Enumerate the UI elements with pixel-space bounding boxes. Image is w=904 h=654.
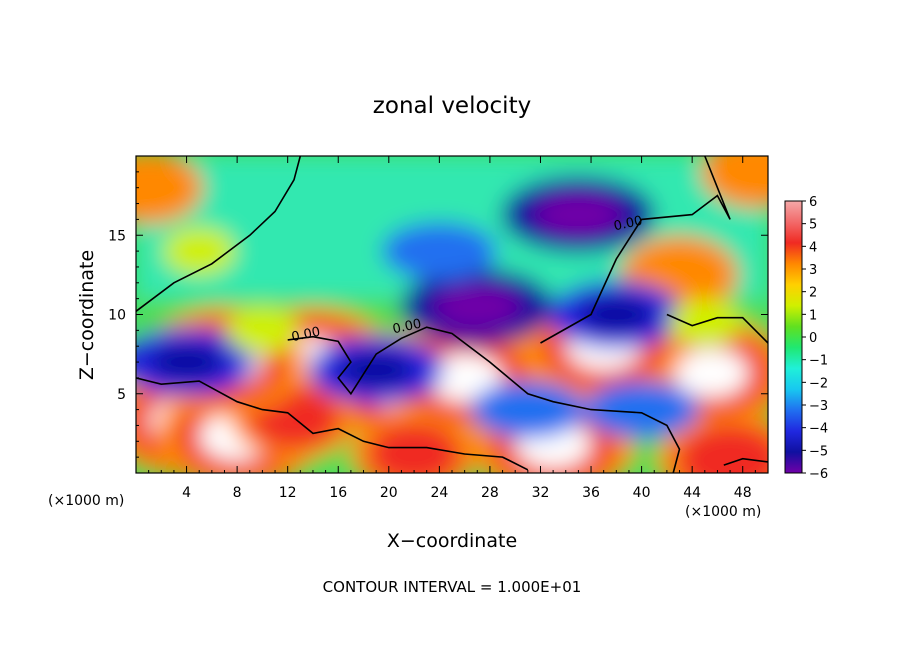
blob-outer (701, 156, 768, 208)
blob-outer (136, 156, 203, 224)
colorbar-tick-label: 2 (809, 286, 817, 301)
x-tick-label: 16 (329, 485, 347, 501)
y-tick-label: 15 (108, 228, 126, 244)
blob-negative-core (578, 295, 655, 334)
colorbar-tick-label: −5 (809, 444, 828, 459)
x-unit-left: (×1000 m) (48, 493, 124, 509)
colorbar-tick-label: 5 (809, 218, 817, 233)
contour-label: 0.00 (391, 317, 422, 338)
y-tick-label: 10 (108, 308, 126, 324)
y-axis: 5 10 15 (108, 171, 768, 458)
x-unit-right: (×1000 m) (685, 504, 761, 520)
x-axis-label: X−coordinate (387, 530, 517, 552)
blob-negative (470, 380, 586, 439)
zero-contour (287, 326, 681, 473)
colorbar-tick-label: −4 (809, 422, 828, 437)
blob-negative (584, 380, 700, 439)
colorbar-tick-label: 3 (809, 263, 817, 278)
x-tick-label: 28 (481, 485, 499, 501)
y-tick-label: 5 (117, 387, 126, 403)
zero-contour (540, 156, 731, 344)
contour-labels: 0.00 0.00 0.00 (290, 214, 644, 346)
x-tick-label: 20 (380, 485, 398, 501)
x-tick-label: 12 (279, 485, 297, 501)
contour-label: 0.00 (613, 214, 644, 235)
x-tick-label: 8 (233, 485, 242, 501)
blob-negative-core (338, 351, 414, 389)
blob-outer (226, 306, 299, 355)
zero-contour (136, 156, 302, 312)
blob-negative (381, 222, 497, 280)
colorbar-tick-label: 0 (809, 331, 817, 346)
blob-negative-core (148, 343, 225, 381)
contour-interval-note: CONTOUR INTERVAL = 1.000E+01 (323, 578, 582, 596)
colorbar-tick-label: −6 (809, 467, 828, 482)
colorbar-tick-label: 4 (809, 240, 817, 255)
blob-negative-core (434, 284, 521, 329)
colorbar-tick-label: −3 (809, 399, 828, 414)
zero-contour (136, 377, 529, 471)
blob-core (426, 353, 503, 403)
blob-negative-core (535, 193, 622, 237)
x-tick-label: 24 (430, 485, 448, 501)
zero-contour (666, 313, 768, 344)
x-tick-label: 44 (683, 485, 701, 501)
x-tick-label: 36 (582, 485, 600, 501)
x-axis: 4 8 12 16 20 24 28 32 36 40 44 48 (148, 156, 756, 501)
x-tick-label: 32 (532, 485, 550, 501)
y-axis-label: Z−coordinate (76, 250, 98, 380)
blob-mid (677, 424, 768, 473)
colorbar-tick-label: 1 (809, 308, 817, 323)
zero-contour (723, 457, 768, 466)
contour-label: 0.00 (290, 325, 321, 346)
colorbar-tick-label: −2 (809, 376, 828, 391)
colorbar-fill (784, 200, 803, 474)
x-tick-label: 4 (182, 485, 191, 501)
x-tick-label: 48 (734, 485, 752, 501)
x-tick-label: 40 (633, 485, 651, 501)
colorbar: 6 5 4 3 2 1 0 −1 −2 −3 −4 −5 −6 (784, 195, 828, 482)
blob-core (673, 348, 749, 398)
chart-title: zonal velocity (373, 93, 531, 119)
blob-mid (367, 422, 461, 473)
blob-outer (163, 227, 236, 276)
velocity-field (136, 156, 768, 473)
colorbar-tick-label: 6 (809, 195, 817, 210)
colorbar-tick-label: −1 (809, 354, 828, 369)
